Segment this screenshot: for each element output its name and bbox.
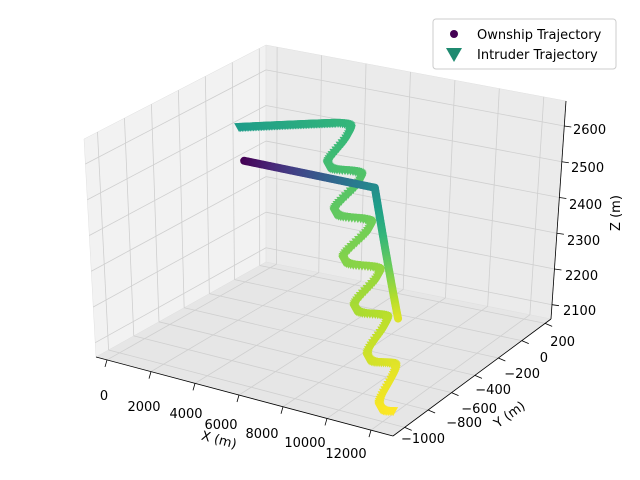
x-tick-label: 8000 <box>245 427 278 442</box>
z-grid-line <box>265 69 565 127</box>
y-tick-mark <box>427 409 436 414</box>
intruder-point <box>388 407 399 417</box>
z-tick-mark <box>564 125 572 128</box>
z-tick-label: 2100 <box>563 304 596 319</box>
z-tick-labels: 2100 2200 2300 2400 2500 2600 <box>563 123 606 319</box>
z-tick-label: 2200 <box>565 269 598 284</box>
x-tick-label: 6000 <box>204 418 237 433</box>
y-grid-line <box>97 132 109 350</box>
x-tick-mark <box>280 406 284 414</box>
y-tick-label: −1000 <box>401 432 445 447</box>
x-grid-line <box>238 289 404 396</box>
y-tick-mark <box>474 374 483 379</box>
z-tick-mark <box>561 161 569 164</box>
intruder-legend-marker <box>446 48 462 62</box>
y-tick-mark <box>498 357 506 362</box>
intruder-trajectory-series <box>234 118 401 417</box>
z-tick-label: 2600 <box>573 123 606 138</box>
y-grid-line <box>259 265 546 324</box>
x-tick-mark <box>368 430 372 438</box>
x-tick-mark <box>324 418 328 426</box>
y-grid-line <box>108 349 405 428</box>
ownship-trajectory-series <box>240 156 403 323</box>
y-grid-line <box>151 104 160 322</box>
x-grid-line <box>487 88 500 307</box>
z-tick-label: 2300 <box>567 234 600 249</box>
y-grid-line <box>124 118 135 336</box>
y-tick-mark <box>521 340 529 345</box>
x-tick-label: 2000 <box>127 400 160 415</box>
y-tick-label: −800 <box>446 416 482 431</box>
y-grid-line <box>177 90 185 308</box>
z-grid-line <box>265 105 562 163</box>
ownship-legend-label: Ownship Trajectory <box>477 28 602 43</box>
x-tick-label: 12000 <box>325 447 366 462</box>
x-grid-line <box>276 47 278 265</box>
x-tick-label: 0 <box>100 389 108 404</box>
y-axis-line <box>392 318 552 437</box>
z-grid-line <box>265 176 557 234</box>
x-axis-line <box>95 356 394 437</box>
z-tick-mark <box>554 268 562 271</box>
z-axis-label: Z (m) <box>609 195 624 231</box>
z-tick-label: 2400 <box>569 198 602 213</box>
z-grid-line <box>95 247 267 344</box>
x-grid-line <box>402 71 411 290</box>
x-grid-line <box>194 280 362 384</box>
y-grid-line <box>231 62 235 280</box>
z-grid-line <box>85 69 267 165</box>
legend-box <box>432 18 617 70</box>
z-tick-mark <box>559 197 567 199</box>
z-grid-line <box>265 211 555 270</box>
y-grid-line <box>184 307 476 376</box>
y-grid-line <box>204 76 210 294</box>
z-axis-line <box>550 100 567 320</box>
z-grid-line <box>265 247 553 306</box>
ownship-legend-marker <box>450 30 458 38</box>
y-grid-line <box>209 293 499 359</box>
x-tick-mark <box>236 394 240 403</box>
x-tick-mark <box>104 359 108 368</box>
x-grid-line <box>318 55 322 273</box>
y-tick-label: 0 <box>540 351 548 366</box>
x-grid-line <box>326 306 488 419</box>
z-grid-line <box>93 211 267 308</box>
intruder-legend-label: Intruder Trajectory <box>477 48 598 63</box>
x-grid-line <box>106 263 277 361</box>
x-grid-line <box>370 314 531 431</box>
z-grid-line <box>91 176 267 272</box>
z-tick-mark <box>551 304 560 307</box>
x-tick-label: 4000 <box>169 407 202 422</box>
y-tick-labels: −1000 −800 −600 −400 −200 0 200 <box>401 335 575 447</box>
x-grid-line <box>529 96 545 315</box>
z-grid-line <box>87 105 267 201</box>
ownship-point <box>394 314 403 323</box>
x-tick-labels: 0 2000 4000 6000 8000 10000 12000 <box>100 389 367 462</box>
y-tick-label: 200 <box>550 335 575 350</box>
x-tick-mark <box>192 383 196 391</box>
x-grid-line <box>445 80 456 298</box>
y-tick-label: −600 <box>461 402 497 417</box>
z-grid-line <box>265 140 560 198</box>
x-tick-mark <box>148 371 152 379</box>
y-tick-label: −400 <box>475 383 511 398</box>
axis-lines <box>95 100 567 437</box>
y-tick-label: −200 <box>504 367 540 382</box>
x-tick-label: 10000 <box>284 436 325 451</box>
z-tick-label: 2500 <box>571 161 604 176</box>
legend: Ownship Trajectory Intruder Trajectory <box>432 18 617 70</box>
z-grid-line <box>89 140 267 236</box>
tick-marks <box>104 125 572 438</box>
y-tick-mark <box>404 426 412 431</box>
y-tick-mark <box>544 322 553 327</box>
y-tick-mark <box>451 392 459 397</box>
z-tick-mark <box>556 232 564 235</box>
x-grid-line <box>150 272 319 372</box>
y-grid-line <box>158 321 452 394</box>
